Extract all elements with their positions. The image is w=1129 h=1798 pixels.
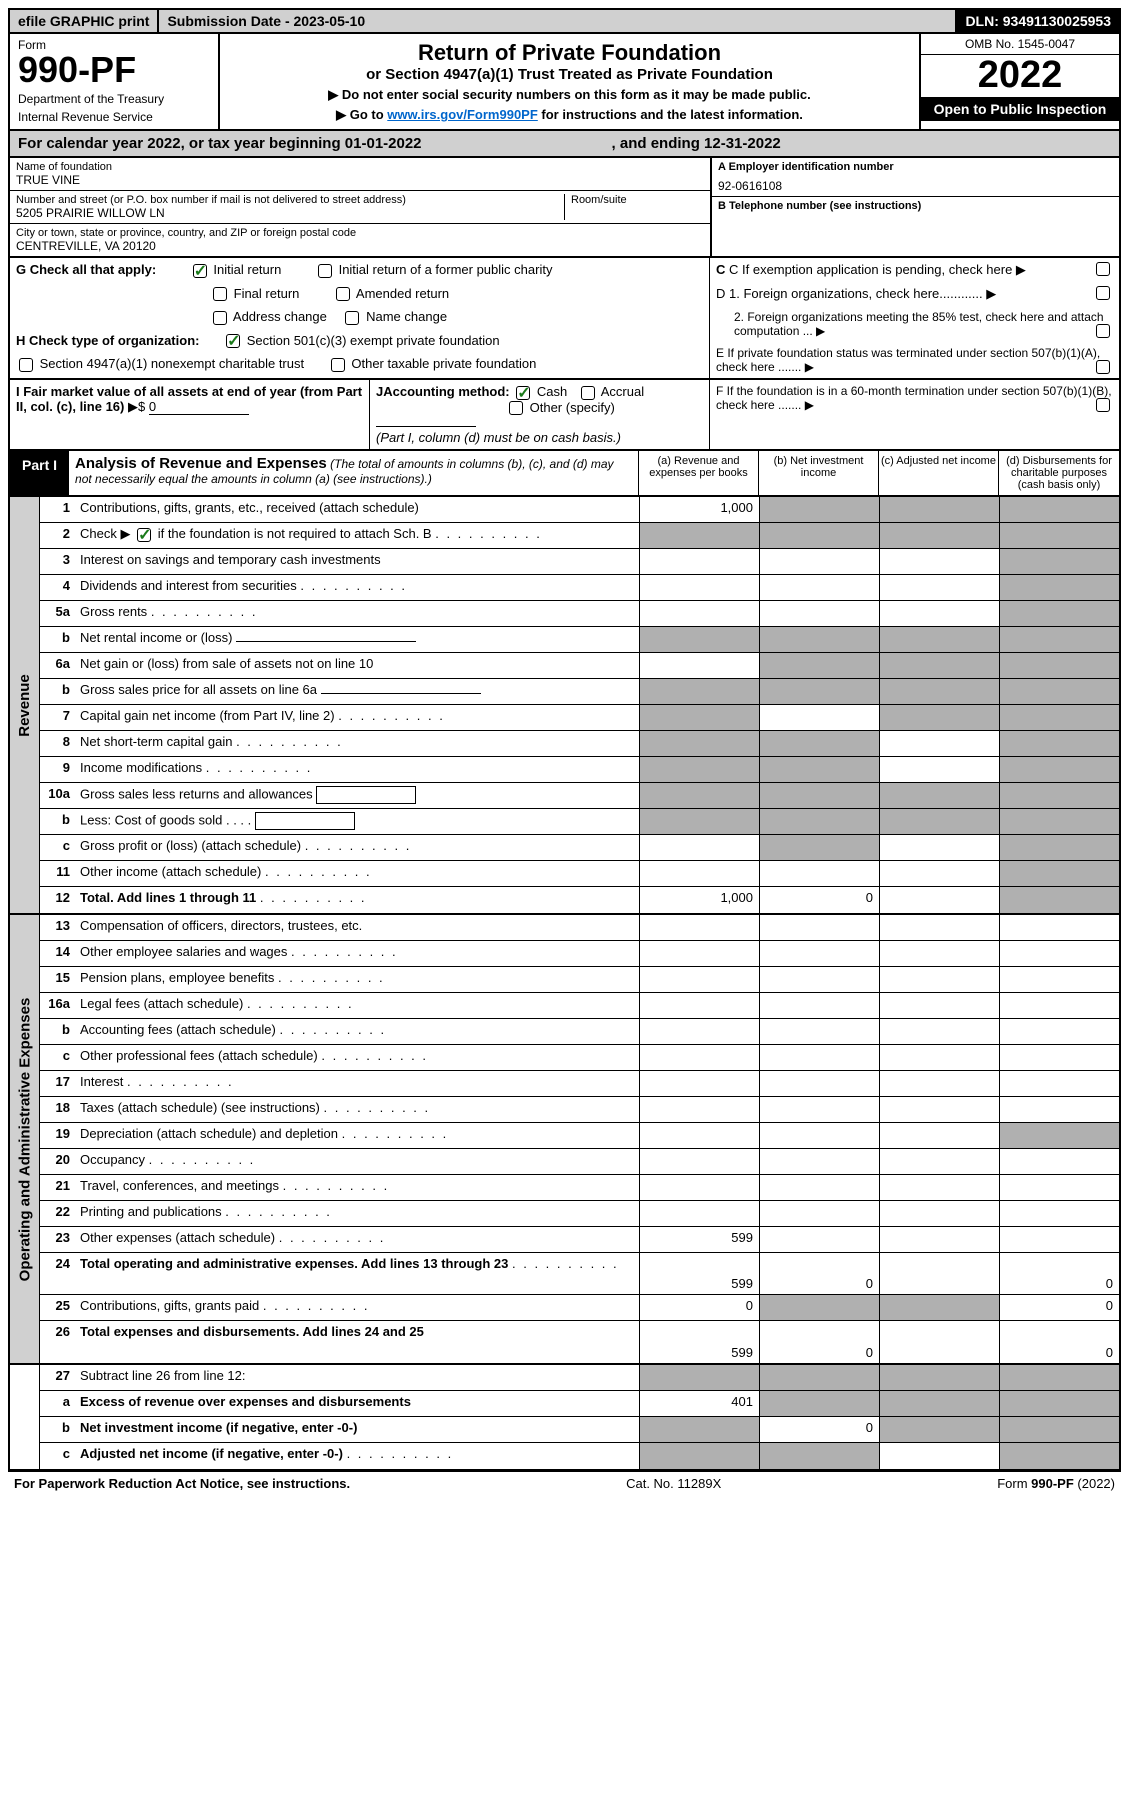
accrual-checkbox[interactable] — [581, 386, 595, 400]
foreign-85-checkbox[interactable] — [1096, 324, 1110, 338]
line-i: I Fair market value of all assets at end… — [10, 380, 370, 449]
r25-d: 0 — [999, 1295, 1119, 1320]
addr-label: Number and street (or P.O. box number if… — [16, 194, 564, 206]
final-return-checkbox[interactable] — [213, 287, 227, 301]
part1-title: Analysis of Revenue and Expenses — [75, 455, 327, 472]
open-public: Open to Public Inspection — [921, 97, 1119, 121]
phone-label: B Telephone number (see instructions) — [718, 200, 1113, 212]
form-subtitle: or Section 4947(a)(1) Trust Treated as P… — [226, 66, 913, 83]
col-d-header: (d) Disbursements for charitable purpose… — [999, 451, 1119, 495]
exemption-pending-checkbox[interactable] — [1096, 262, 1110, 276]
form-header: Form 990-PF Department of the Treasury I… — [8, 34, 1121, 131]
form-page: efile GRAPHIC print Submission Date - 20… — [0, 0, 1129, 1503]
city-label: City or town, state or province, country… — [16, 227, 704, 239]
room-label: Room/suite — [571, 194, 704, 206]
form-number: 990-PF — [18, 52, 210, 88]
501c3-checkbox[interactable] — [226, 334, 240, 348]
sch-b-checkbox[interactable] — [137, 528, 151, 542]
60month-checkbox[interactable] — [1096, 398, 1110, 412]
expenses-table: Operating and Administrative Expenses 13… — [8, 915, 1121, 1365]
entity-info: Name of foundation TRUE VINE Number and … — [8, 158, 1121, 258]
footer-left: For Paperwork Reduction Act Notice, see … — [14, 1476, 350, 1491]
r26-b: 0 — [759, 1321, 879, 1363]
fmv-value: 0 — [149, 399, 249, 415]
line-d1: D 1. Foreign organizations, check here..… — [710, 282, 1119, 306]
col-b-header: (b) Net investment income — [759, 451, 879, 495]
form-title: Return of Private Foundation — [226, 40, 913, 66]
amended-return-checkbox[interactable] — [336, 287, 350, 301]
col-a-header: (a) Revenue and expenses per books — [639, 451, 759, 495]
calendar-year-row: For calendar year 2022, or tax year begi… — [8, 131, 1121, 158]
other-method-checkbox[interactable] — [509, 401, 523, 415]
checkboxes-section: G Check all that apply: Initial return I… — [8, 258, 1121, 380]
form-note2: ▶ Go to www.irs.gov/Form990PF for instru… — [226, 107, 913, 123]
revenue-side-label: Revenue — [10, 497, 40, 913]
foreign-org-checkbox[interactable] — [1096, 286, 1110, 300]
line-g: G Check all that apply: Initial return I… — [10, 258, 709, 282]
r26-d: 0 — [999, 1321, 1119, 1363]
r23-a: 599 — [639, 1227, 759, 1252]
footer-right: Form 990-PF (2022) — [997, 1476, 1115, 1491]
other-taxable-checkbox[interactable] — [331, 358, 345, 372]
street-address: 5205 PRAIRIE WILLOW LN — [16, 206, 564, 220]
r1-a: 1,000 — [639, 497, 759, 522]
footer-mid: Cat. No. 11289X — [626, 1476, 721, 1491]
r27a-a: 401 — [639, 1391, 759, 1416]
r12-a: 1,000 — [639, 887, 759, 913]
ihj-row: I Fair market value of all assets at end… — [8, 380, 1121, 451]
efile-label: efile GRAPHIC print — [10, 10, 157, 32]
dln: DLN: 93491130025953 — [957, 10, 1119, 32]
page-footer: For Paperwork Reduction Act Notice, see … — [8, 1471, 1121, 1495]
r25-a: 0 — [639, 1295, 759, 1320]
address-change-checkbox[interactable] — [213, 311, 227, 325]
name-label: Name of foundation — [16, 161, 704, 173]
part1-tab: Part I — [10, 451, 69, 495]
r24-d: 0 — [999, 1253, 1119, 1294]
line-e: E If private foundation status was termi… — [710, 342, 1119, 378]
initial-former-checkbox[interactable] — [318, 264, 332, 278]
dept-irs: Internal Revenue Service — [18, 110, 210, 124]
col-c-header: (c) Adjusted net income — [879, 451, 999, 495]
cash-checkbox[interactable] — [516, 386, 530, 400]
line-j: JAccounting method: Cash Accrual Other (… — [370, 380, 710, 449]
line-d2: 2. Foreign organizations meeting the 85%… — [710, 306, 1119, 342]
r24-b: 0 — [759, 1253, 879, 1294]
r27b-b: 0 — [759, 1417, 879, 1442]
top-bar: efile GRAPHIC print Submission Date - 20… — [8, 8, 1121, 34]
line-h: H Check type of organization: Section 50… — [10, 329, 709, 353]
initial-return-checkbox[interactable] — [193, 264, 207, 278]
dept-treasury: Department of the Treasury — [18, 92, 210, 106]
r24-a: 599 — [639, 1253, 759, 1294]
form-note1: ▶ Do not enter social security numbers o… — [226, 87, 913, 103]
part1-header: Part I Analysis of Revenue and Expenses … — [8, 451, 1121, 497]
revenue-table: Revenue 1Contributions, gifts, grants, e… — [8, 497, 1121, 915]
r12-b: 0 — [759, 887, 879, 913]
line-c: C C If exemption application is pending,… — [710, 258, 1119, 282]
omb-number: OMB No. 1545-0047 — [921, 34, 1119, 55]
line-f: F If the foundation is in a 60-month ter… — [710, 380, 1119, 449]
r26-a: 599 — [639, 1321, 759, 1363]
ein-label: A Employer identification number — [718, 161, 1113, 173]
4947-checkbox[interactable] — [19, 358, 33, 372]
city-state-zip: CENTREVILLE, VA 20120 — [16, 239, 704, 253]
expenses-side-label: Operating and Administrative Expenses — [10, 915, 40, 1363]
status-terminated-checkbox[interactable] — [1096, 360, 1110, 374]
ein-value: 92-0616108 — [718, 173, 1113, 193]
irs-link[interactable]: www.irs.gov/Form990PF — [387, 107, 538, 122]
name-change-checkbox[interactable] — [345, 311, 359, 325]
line27-table: 27Subtract line 26 from line 12: aExcess… — [8, 1365, 1121, 1471]
tax-year: 2022 — [921, 55, 1119, 97]
foundation-name: TRUE VINE — [16, 173, 704, 187]
submission-date: Submission Date - 2023-05-10 — [157, 10, 957, 32]
